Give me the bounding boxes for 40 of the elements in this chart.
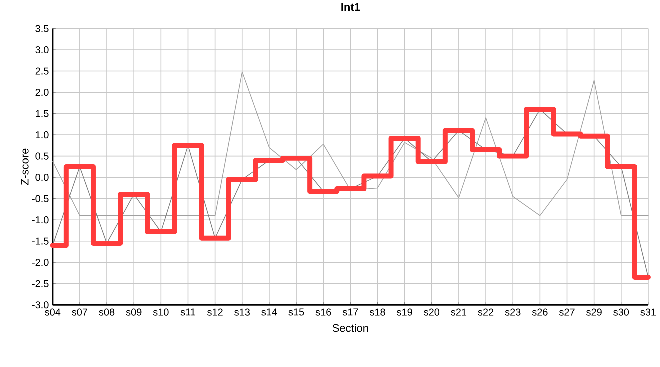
x-tick-label: s08 [99, 308, 115, 316]
x-tick-label: s29 [586, 308, 602, 316]
x-tick-label: s09 [126, 308, 142, 316]
x-tick-label: s23 [505, 308, 521, 316]
x-tick-label: s07 [72, 308, 88, 316]
x-tick-label: s22 [478, 308, 494, 316]
y-tick-label: 2.0 [36, 89, 49, 96]
x-tick-label: s30 [614, 308, 630, 316]
y-tick-label: 1.0 [36, 132, 49, 139]
y-tick-label: 0.0 [36, 174, 49, 182]
y-tick-label: -3.0 [32, 302, 49, 309]
x-tick-label: s13 [234, 308, 250, 316]
y-tick-label: -1.0 [32, 216, 49, 224]
x-tick-label: s21 [451, 308, 467, 316]
x-tick-label: s16 [316, 308, 332, 316]
x-tick-label: s14 [262, 308, 278, 316]
x-tick-label: s15 [288, 308, 304, 316]
y-tick-label: 3.0 [36, 46, 49, 54]
x-tick-label: s04 [45, 308, 61, 316]
x-tick-label: s11 [180, 308, 196, 316]
x-tick-label: s19 [397, 308, 412, 316]
x-tick-label: s17 [342, 308, 358, 316]
x-tick-label: s12 [208, 308, 223, 316]
x-axis-title: Section [332, 324, 368, 332]
x-tick-label: s31 [640, 308, 656, 316]
y-axis-title: Z-score [21, 148, 29, 186]
y-tick-label: -0.5 [32, 195, 49, 202]
x-tick-label: s20 [424, 308, 440, 316]
y-tick-label: -1.5 [32, 238, 49, 245]
x-tick-label: s18 [370, 308, 386, 316]
y-tick-label: 3.5 [36, 25, 49, 32]
chart-title: Int1 [342, 4, 360, 12]
x-tick-label: s27 [559, 308, 575, 316]
x-tick-label: s26 [532, 308, 548, 316]
y-tick-label: 1.5 [36, 110, 49, 118]
y-tick-label: -2.5 [32, 280, 49, 288]
x-tick-label: s10 [153, 308, 169, 316]
y-tick-label: 0.5 [36, 152, 49, 160]
y-tick-label: 2.5 [36, 68, 49, 75]
y-tick-label: -2.0 [32, 259, 49, 266]
